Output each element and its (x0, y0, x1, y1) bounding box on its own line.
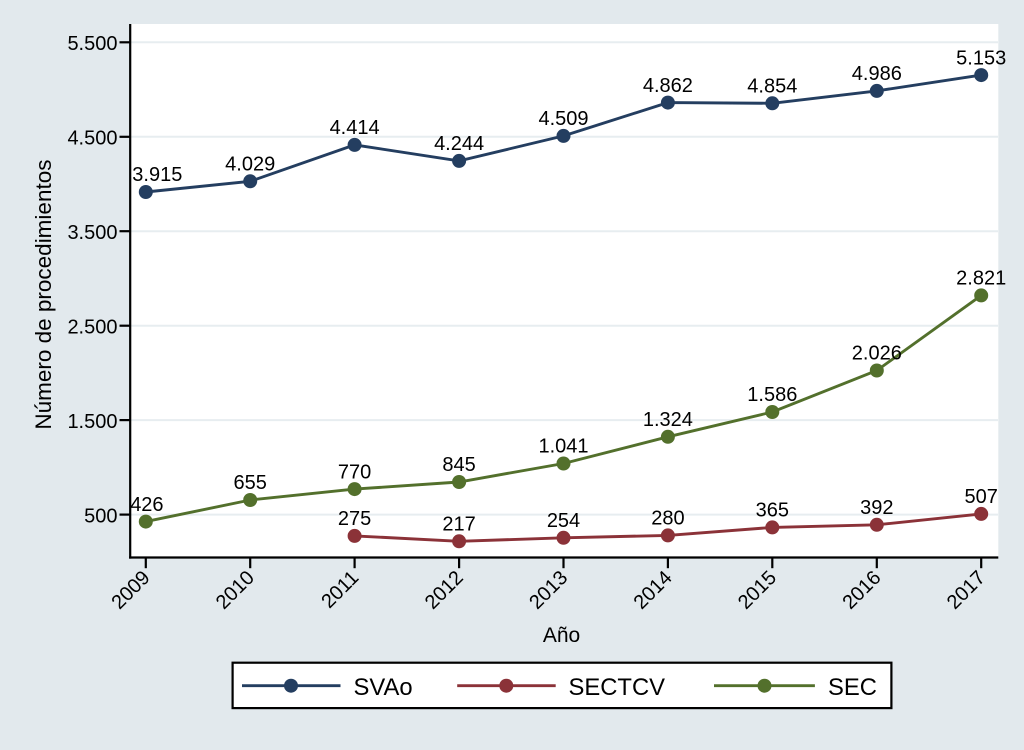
svg-text:4.029: 4.029 (225, 154, 275, 176)
svg-text:4.986: 4.986 (852, 63, 902, 85)
svg-text:280: 280 (651, 508, 684, 530)
svg-text:SVAo: SVAo (354, 674, 413, 701)
svg-text:4.862: 4.862 (643, 75, 693, 97)
svg-text:Año: Año (543, 624, 580, 647)
svg-text:770: 770 (338, 461, 371, 483)
svg-text:1.500: 1.500 (67, 411, 117, 433)
svg-text:507: 507 (965, 486, 998, 508)
svg-text:4.414: 4.414 (330, 117, 380, 139)
svg-text:SECTCV: SECTCV (569, 674, 666, 701)
svg-text:3.500: 3.500 (67, 222, 117, 244)
svg-text:655: 655 (234, 472, 267, 494)
svg-text:5.153: 5.153 (956, 47, 1006, 69)
svg-text:2.821: 2.821 (956, 268, 1006, 290)
svg-text:4.854: 4.854 (747, 76, 797, 98)
svg-text:1.586: 1.586 (747, 384, 797, 406)
svg-text:Número de procedimientos: Número de procedimientos (31, 160, 56, 430)
svg-text:365: 365 (756, 500, 789, 522)
svg-text:500: 500 (84, 505, 117, 527)
svg-text:3.915: 3.915 (132, 164, 182, 186)
svg-text:392: 392 (860, 497, 893, 519)
svg-text:217: 217 (442, 514, 475, 536)
svg-text:254: 254 (547, 510, 580, 532)
svg-text:4.509: 4.509 (538, 108, 588, 130)
svg-text:845: 845 (442, 454, 475, 476)
svg-text:426: 426 (130, 494, 163, 516)
svg-text:4.244: 4.244 (434, 133, 484, 155)
svg-text:2.026: 2.026 (852, 343, 902, 365)
svg-text:4.500: 4.500 (67, 128, 117, 150)
svg-text:SEC: SEC (828, 674, 877, 701)
svg-text:2.500: 2.500 (67, 317, 117, 339)
svg-text:1.324: 1.324 (643, 409, 693, 431)
svg-text:1.041: 1.041 (538, 436, 588, 458)
svg-text:275: 275 (338, 508, 371, 530)
svg-text:5.500: 5.500 (67, 33, 117, 55)
